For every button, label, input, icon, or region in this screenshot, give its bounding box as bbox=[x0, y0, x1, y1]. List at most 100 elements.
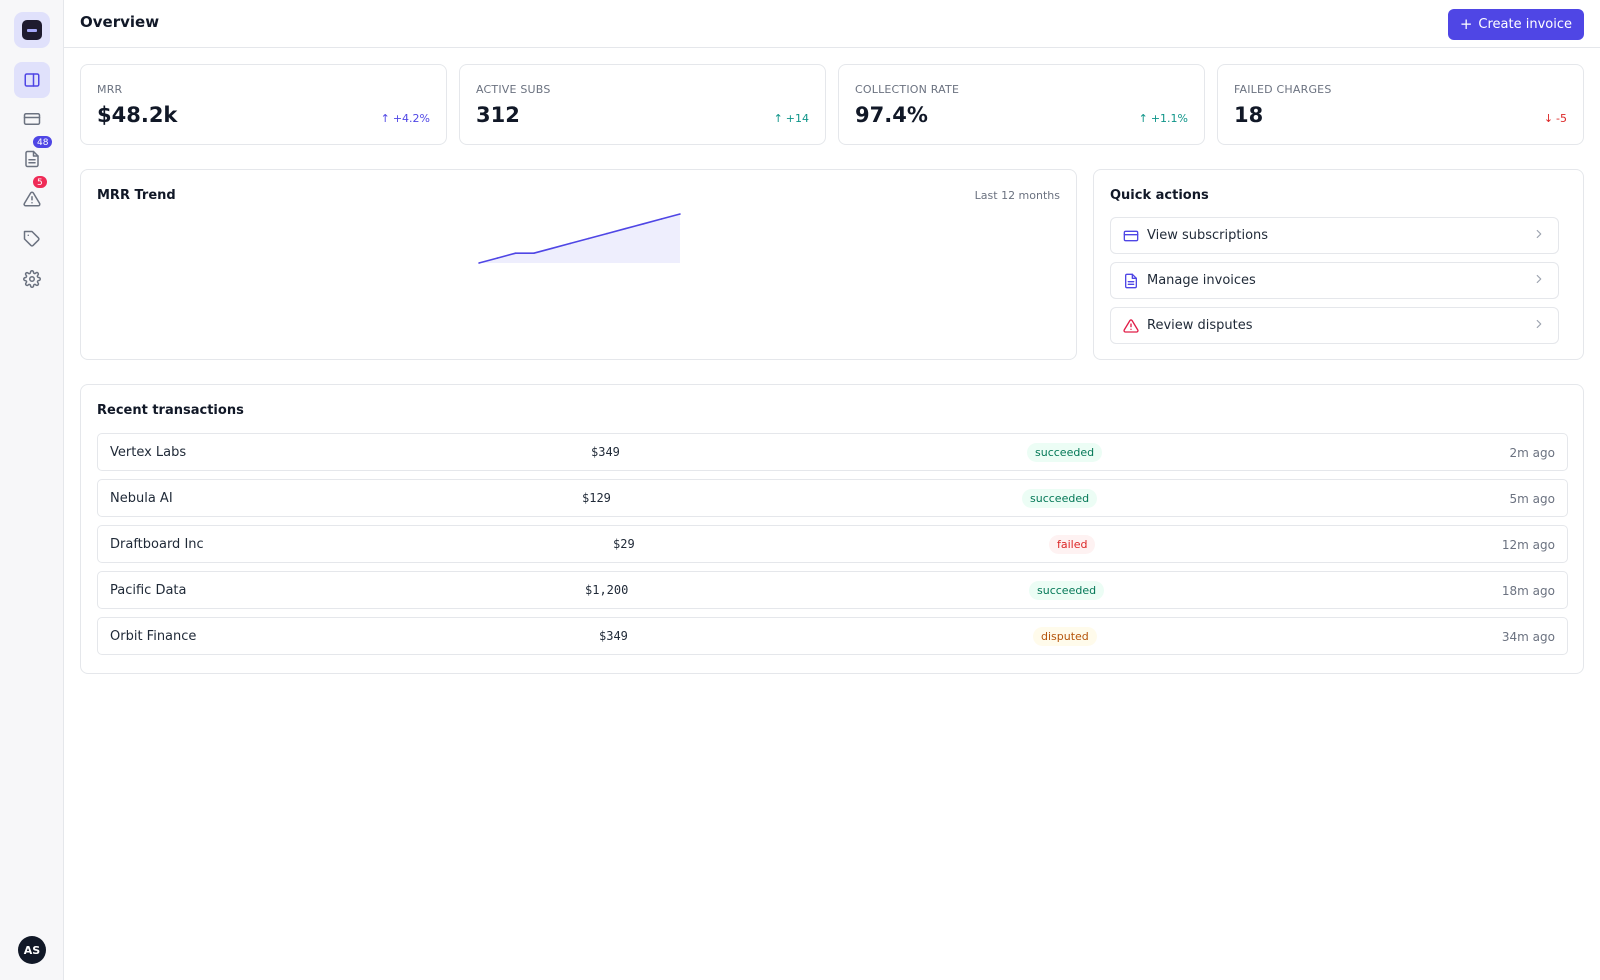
status-badge: disputed bbox=[1033, 627, 1097, 646]
transaction-customer: Vertex Labs bbox=[110, 445, 187, 460]
status-badge: succeeded bbox=[1022, 489, 1098, 508]
sidebar-item-invoices[interactable]: 48 bbox=[14, 135, 54, 177]
quick-actions-card: Quick actions View subscriptions Manage … bbox=[1093, 169, 1584, 360]
trend-point-10 bbox=[642, 223, 645, 225]
recent-transactions-title: Recent transactions bbox=[97, 403, 244, 418]
trend-point-2 bbox=[496, 257, 499, 259]
trend-line bbox=[478, 213, 681, 264]
arrow-up-icon: ↑ bbox=[773, 112, 783, 125]
trend-point-5 bbox=[551, 247, 553, 250]
stat-delta: ↓ -5 bbox=[1544, 112, 1567, 125]
transaction-time: 2m ago bbox=[1509, 446, 1555, 460]
trend-point-12 bbox=[679, 213, 681, 215]
stat-value: 312 bbox=[476, 103, 520, 127]
sidebar: 48 5 AS bbox=[0, 0, 64, 980]
trend-point-6 bbox=[569, 242, 572, 245]
trend-point-7 bbox=[587, 237, 590, 240]
document-icon bbox=[25, 150, 39, 168]
credit-card-icon bbox=[23, 113, 41, 125]
quick-actions-title: Quick actions bbox=[1110, 188, 1209, 203]
quick-action-review-disputes[interactable]: Review disputes bbox=[1110, 307, 1559, 344]
trend-point-4 bbox=[533, 252, 535, 254]
sidebar-item-disputes[interactable]: 5 bbox=[14, 175, 50, 217]
stat-card-failed-charges: FAILED CHARGES 18 ↓ -5 bbox=[1217, 64, 1584, 145]
quick-action-manage-invoices[interactable]: Manage invoices bbox=[1110, 262, 1559, 299]
layout-panel-icon bbox=[24, 73, 40, 87]
tag-icon bbox=[23, 230, 40, 247]
trend-point-1 bbox=[478, 262, 480, 264]
transaction-amount: $349 bbox=[599, 629, 628, 643]
credit-card-icon bbox=[1123, 230, 1139, 242]
trend-point-8 bbox=[606, 232, 608, 235]
user-avatar[interactable]: AS bbox=[18, 936, 46, 964]
stat-delta-value: +1.1% bbox=[1150, 112, 1188, 125]
stat-label: MRR bbox=[97, 83, 123, 96]
transaction-time: 5m ago bbox=[1509, 492, 1555, 506]
stat-value: 18 bbox=[1234, 103, 1264, 127]
transaction-time: 18m ago bbox=[1501, 584, 1555, 598]
transaction-row[interactable]: Orbit Finance $349 disputed 34m ago bbox=[97, 617, 1568, 655]
stat-value: 97.4% bbox=[855, 103, 928, 127]
stat-delta-value: -5 bbox=[1556, 112, 1567, 125]
arrow-up-icon: ↑ bbox=[1138, 112, 1148, 125]
logo-mark bbox=[22, 20, 42, 40]
chevron-right-icon bbox=[1536, 229, 1542, 239]
app-logo[interactable] bbox=[14, 12, 50, 48]
disputes-count-badge: 5 bbox=[32, 175, 48, 189]
stat-delta-value: +14 bbox=[785, 112, 809, 125]
create-invoice-button[interactable]: + Create invoice bbox=[1447, 9, 1584, 40]
mrr-trend-title: MRR Trend bbox=[97, 188, 176, 203]
mrr-trend-range: Last 12 months bbox=[974, 189, 1060, 202]
arrow-up-icon: ↑ bbox=[380, 112, 390, 125]
transaction-customer: Nebula AI bbox=[110, 491, 173, 506]
chevron-right-icon bbox=[1536, 274, 1542, 284]
stat-delta: ↑ +4.2% bbox=[381, 112, 430, 125]
document-icon bbox=[1125, 273, 1137, 289]
trend-area bbox=[479, 214, 680, 263]
trend-point-11 bbox=[660, 218, 663, 220]
transaction-customer: Draftboard Inc bbox=[110, 537, 204, 552]
stat-card-collection-rate: COLLECTION RATE 97.4% ↑ +1.1% bbox=[838, 64, 1205, 145]
warning-triangle-icon bbox=[1123, 319, 1139, 333]
top-header: Overview + Create invoice bbox=[64, 0, 1600, 48]
invoices-count-badge: 48 bbox=[32, 135, 54, 149]
transaction-row[interactable]: Pacific Data $1,200 succeeded 18m ago bbox=[97, 571, 1568, 609]
transaction-time: 12m ago bbox=[1501, 538, 1555, 552]
transaction-time: 34m ago bbox=[1501, 630, 1555, 644]
mrr-trend-card: MRR Trend Last 12 months bbox=[80, 169, 1077, 360]
sidebar-item-payments[interactable] bbox=[14, 101, 50, 137]
transaction-amount: $29 bbox=[613, 537, 635, 551]
trend-point-3 bbox=[514, 252, 517, 254]
transaction-amount: $1,200 bbox=[585, 583, 629, 597]
transaction-customer: Orbit Finance bbox=[110, 629, 197, 644]
stat-label: COLLECTION RATE bbox=[855, 83, 960, 96]
sidebar-item-dashboard[interactable] bbox=[14, 62, 50, 98]
page-title: Overview bbox=[80, 13, 160, 31]
transaction-row[interactable]: Nebula AI $129 succeeded 5m ago bbox=[97, 479, 1568, 517]
status-badge: succeeded bbox=[1029, 581, 1105, 600]
warning-triangle-icon bbox=[23, 191, 41, 207]
chevron-right-icon bbox=[1536, 319, 1542, 329]
transaction-row[interactable]: Draftboard Inc $29 failed 12m ago bbox=[97, 525, 1568, 563]
sidebar-item-products[interactable] bbox=[14, 221, 50, 257]
stat-delta: ↑ +1.1% bbox=[1139, 112, 1188, 125]
trend-point-9 bbox=[624, 227, 626, 230]
gear-icon bbox=[23, 270, 41, 288]
stat-label: ACTIVE SUBS bbox=[476, 83, 551, 96]
transaction-amount: $129 bbox=[582, 491, 611, 505]
status-badge: succeeded bbox=[1027, 443, 1103, 462]
stat-value: $48.2k bbox=[97, 103, 178, 127]
quick-action-view-subscriptions[interactable]: View subscriptions bbox=[1110, 217, 1559, 254]
transaction-row[interactable]: Vertex Labs $349 succeeded 2m ago bbox=[97, 433, 1568, 471]
stat-label: FAILED CHARGES bbox=[1234, 83, 1332, 96]
stat-delta: ↑ +14 bbox=[774, 112, 809, 125]
stat-delta-value: +4.2% bbox=[392, 112, 430, 125]
recent-transactions-card: Recent transactions Vertex Labs $349 suc… bbox=[80, 384, 1584, 674]
quick-action-label: View subscriptions bbox=[1147, 228, 1269, 243]
arrow-down-icon: ↓ bbox=[1543, 112, 1554, 125]
status-badge: failed bbox=[1049, 535, 1096, 554]
transaction-amount: $349 bbox=[591, 445, 620, 459]
sidebar-item-settings[interactable] bbox=[14, 261, 50, 297]
stat-card-active-subs: ACTIVE SUBS 312 ↑ +14 bbox=[459, 64, 826, 145]
quick-action-label: Manage invoices bbox=[1147, 273, 1256, 288]
